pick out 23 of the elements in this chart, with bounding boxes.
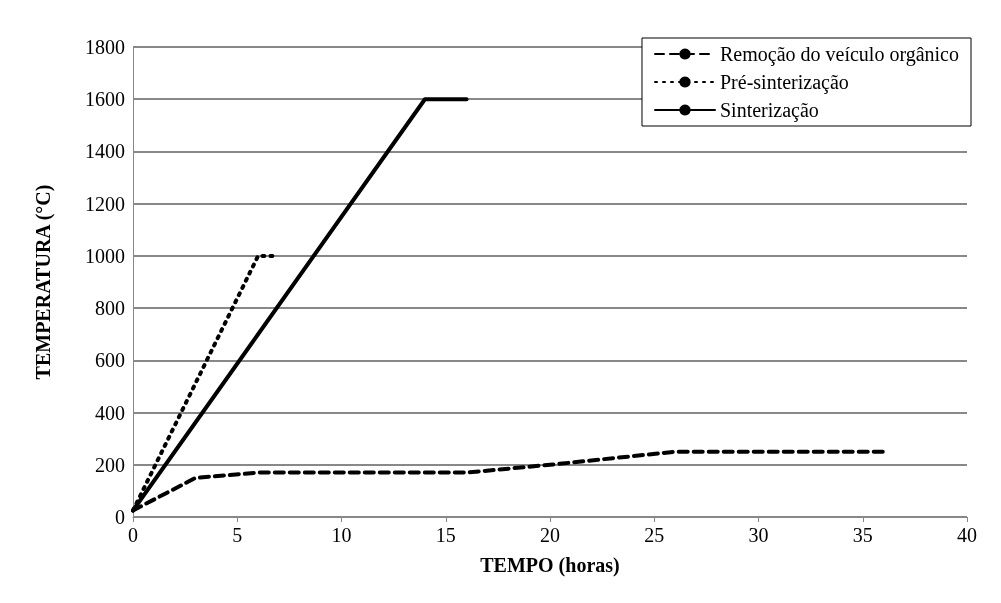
y-tick-label: 600: [95, 349, 125, 372]
y-tick-label: 1000: [85, 244, 125, 267]
x-tick-label: 20: [540, 524, 560, 546]
legend-label: Pré-sinterização: [720, 71, 849, 94]
x-tick-label: 30: [748, 524, 769, 546]
y-tick-label: 800: [95, 297, 125, 320]
y-tick-label: 1600: [85, 88, 125, 111]
x-tick-label: 5: [232, 524, 243, 546]
y-tick-label: 1800: [85, 36, 125, 58]
legend-label: Sinterização: [720, 99, 819, 122]
y-tick-label: 1400: [85, 140, 125, 163]
x-tick-label: 10: [331, 524, 352, 546]
y-axis-title: TEMPERATURA (°C): [32, 184, 55, 380]
x-axis-title: TEMPO (horas): [480, 554, 620, 577]
legend-label: Remoção do veículo orgânico: [720, 43, 960, 66]
x-tick-label: 40: [957, 524, 977, 546]
y-tick-label: 1200: [85, 192, 125, 215]
y-tick-label: 0: [115, 506, 125, 528]
y-tick-label: 400: [95, 401, 125, 424]
x-tick-label: 15: [435, 524, 456, 546]
x-tick-label: 35: [852, 524, 873, 546]
y-tick-label: 200: [95, 453, 125, 476]
x-tick-label: 25: [644, 524, 665, 546]
